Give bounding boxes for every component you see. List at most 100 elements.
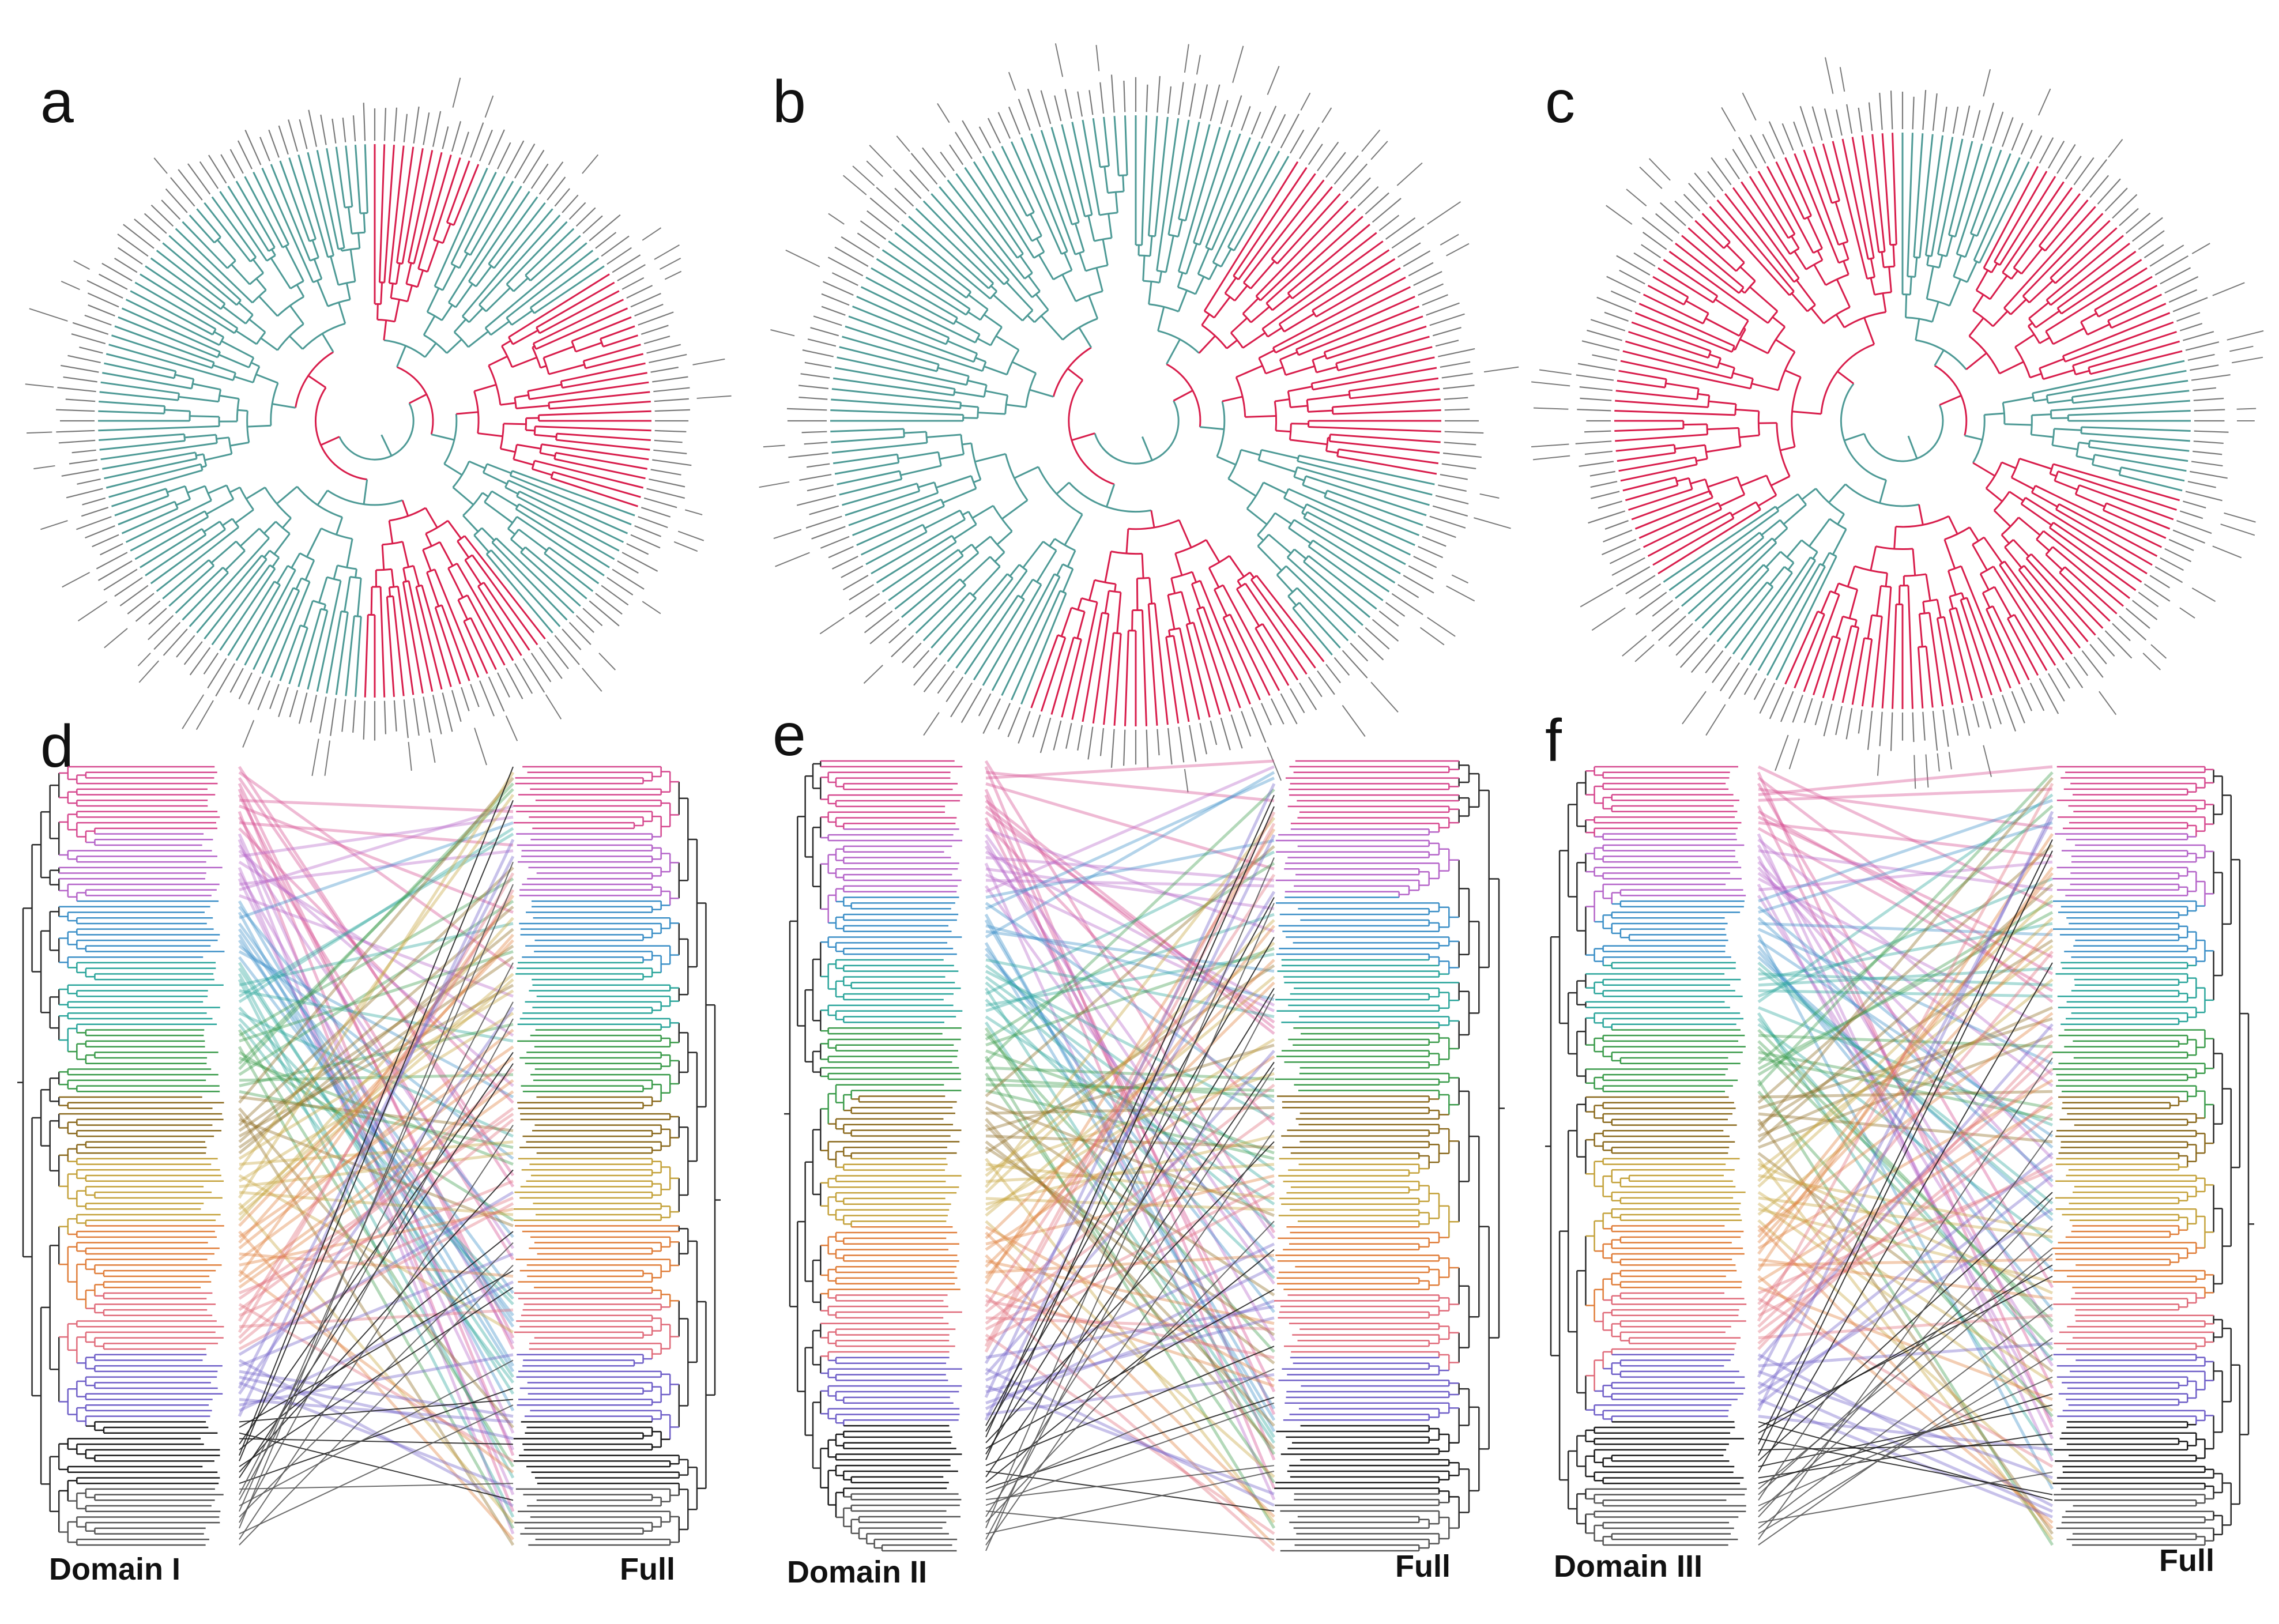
tree-branch [258,295,278,317]
tree-branch [175,567,224,614]
tree-branch [1690,478,1706,485]
tree-branch [307,610,329,690]
leaf-label-mark [88,304,115,316]
tree-branch [1694,542,1777,622]
tree-branch [1784,157,1812,216]
tangle-connector [985,1135,1275,1149]
tree-branch [1197,248,1210,274]
tree-branch [508,273,610,338]
tree-branch [528,383,562,392]
tree-branch [1141,553,1144,579]
tree-branch [1628,331,1709,359]
tree-branch [1276,193,1341,265]
leaf-label-mark [894,187,914,207]
tangle-connector [985,981,1275,1268]
tree-branch [1124,115,1128,175]
tree-branch [1847,566,1856,587]
leaf-label-mark [1598,500,1622,509]
leaf-label-mark [1590,319,1626,331]
tree-branch [204,202,251,262]
tangle-connector [238,844,515,1249]
leaf-label-mark [506,140,525,174]
tree-branch [345,616,355,696]
leaf-label-mark [530,653,552,683]
tree-branch [1776,493,1799,510]
tree-arc [302,322,346,350]
tree-arc [2050,277,2056,284]
tree-branch [984,366,1008,376]
tree-branch [901,552,980,618]
tree-branch [162,559,210,600]
leaf-label-mark [393,700,397,732]
tree-branch [491,490,518,508]
leaf-label-mark [828,546,854,559]
tangle-connector [238,1202,514,1524]
leaf-label-mark [1370,681,1399,713]
leaf-label-mark [2119,615,2146,640]
tangle-connector [985,1471,1275,1512]
leaf-label-mark [522,149,545,184]
leaf-label-mark [2104,630,2133,659]
tree-branch [530,235,581,281]
tree-branch [1992,310,2009,327]
tree-branch [2075,493,2105,508]
tree-arc [509,470,513,476]
leaf-label-mark [77,601,108,621]
tree-branch [2046,235,2124,301]
tree-arc [1825,273,1849,286]
tree-branch [216,436,229,440]
tree-branch [493,202,546,269]
tree-branch [1888,266,1892,292]
tree-branch [1919,134,1934,258]
tree-branch [985,390,1008,397]
tree-branch [1892,133,1897,245]
tree-branch [1029,213,1042,236]
leaf-label-mark [1230,714,1243,749]
tree-branch [247,424,271,428]
leaf-label-mark [161,199,181,220]
tree-branch [2003,560,2073,655]
tree-arc [508,337,514,345]
tangle-connector [238,1190,514,1356]
tree-arc [225,485,235,500]
tree-branch [538,410,651,416]
tree-branch [1268,533,1292,555]
leaf-label-mark [1962,105,1971,136]
tangle-connector [985,913,1275,1013]
tree-arc [1336,449,1340,457]
leaf-label-mark [863,665,883,684]
leaf-label-mark [575,207,596,227]
tree-branch [1203,606,1241,709]
tree-branch [1792,410,1822,415]
tree-branch [204,559,268,640]
tree-branch [1851,638,1866,705]
tangle-connector [984,1072,1276,1484]
leaf-label-mark [2232,356,2263,364]
tree-branch [233,375,254,383]
leaf-label-mark [804,442,828,445]
tangle-connector [985,856,1275,882]
leaf-label-mark [1858,107,1863,133]
tree-branch [244,176,284,248]
leaf-label-mark [1626,189,1647,206]
leaf-label-mark [1065,723,1072,749]
tangle-connector [984,913,1276,1433]
tree-branch [1949,596,1954,609]
tree-arc [220,303,226,310]
tree-branch [1972,294,1984,311]
tree-arc [1325,438,1329,451]
tree-branch [349,249,356,282]
tree-arc [464,554,473,561]
tree-branch [2043,530,2130,600]
tree-branch [336,517,344,535]
tree-branch [238,302,254,316]
tree-branch [1918,613,1923,647]
tree-branch [1326,325,1427,360]
tree-arc [506,317,513,326]
leaf-label-mark [137,653,151,666]
tree-branch [1260,208,1357,302]
tree-branch [1038,254,1054,280]
tree-branch [953,523,977,540]
leaf-label-mark [2065,156,2082,180]
leaf-label-mark [1053,720,1062,751]
